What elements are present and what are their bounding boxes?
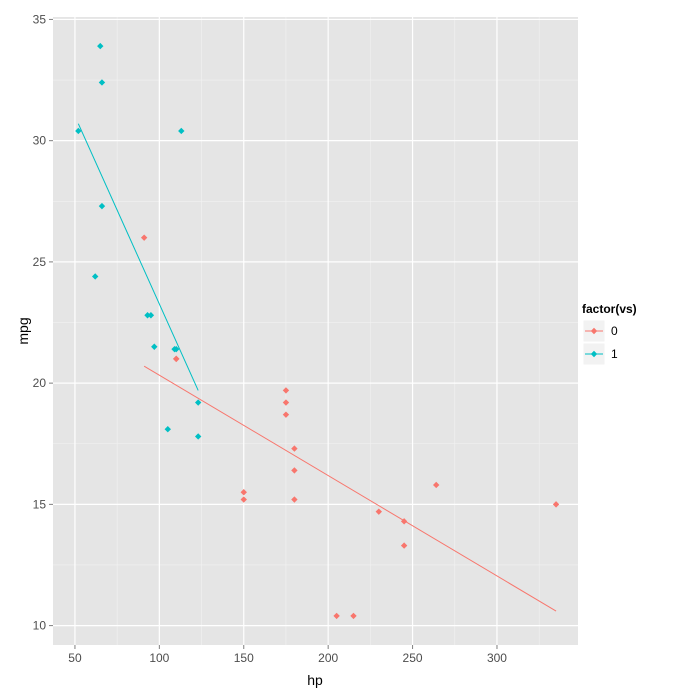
data-point-vs-0: [400, 542, 408, 549]
legend-label-1: 1: [611, 347, 618, 361]
data-point-vs-1: [144, 312, 151, 319]
data-point-vs-1: [194, 399, 202, 406]
legend: factor(vs) 0 1: [582, 302, 637, 366]
data-point-vs-0: [282, 399, 290, 406]
data-point-vs-0: [375, 508, 383, 515]
data-point-vs-0: [140, 234, 148, 241]
data-point-vs-1: [97, 42, 104, 50]
data-point-vs-1: [194, 433, 202, 440]
data-point-vs-0: [173, 355, 180, 363]
y-tick-label: 20: [33, 376, 47, 390]
data-point-vs-0: [432, 481, 440, 489]
legend-title: factor(vs): [582, 302, 637, 316]
data-points: [75, 42, 560, 620]
x-tick-label: 150: [234, 651, 254, 665]
data-point-vs-0: [552, 501, 560, 508]
y-tick-label: 25: [33, 255, 47, 269]
data-point-vs-0: [240, 489, 247, 496]
x-tick-label: 200: [318, 651, 338, 665]
y-tick-label: 30: [33, 134, 47, 148]
legend-key-marker: [590, 327, 598, 335]
data-point-vs-0: [282, 411, 290, 418]
grid-lines: [53, 17, 578, 645]
panel-background: [53, 17, 578, 645]
data-point-vs-0: [291, 496, 298, 503]
data-point-vs-1: [164, 426, 171, 433]
legend-label-0: 0: [611, 324, 618, 338]
data-point-vs-0: [291, 445, 298, 452]
data-point-vs-1: [147, 312, 155, 319]
fit-line-vs-0: [143, 365, 557, 612]
y-tick-label: 10: [33, 619, 47, 633]
x-axis: 50 100 150 200 250 300: [68, 645, 507, 665]
data-point-vs-1: [178, 127, 185, 135]
fit-lines: [77, 123, 557, 612]
data-point-vs-1: [75, 127, 82, 135]
data-point-vs-1: [98, 202, 106, 210]
data-point-vs-1: [171, 345, 178, 353]
x-axis-title: hp: [307, 672, 323, 688]
x-tick-label: 50: [68, 651, 82, 665]
y-tick-label: 35: [33, 12, 47, 26]
y-axis-title: mpg: [15, 317, 31, 344]
legend-key-marker: [590, 350, 598, 358]
y-tick-label: 15: [33, 497, 47, 511]
x-tick-label: 250: [403, 651, 423, 665]
data-point-vs-1: [151, 343, 158, 350]
data-point-vs-1: [92, 273, 99, 280]
x-tick-label: 100: [149, 651, 169, 665]
data-point-vs-0: [400, 518, 408, 525]
data-point-vs-0: [350, 612, 357, 620]
data-point-vs-0: [240, 496, 247, 503]
data-point-vs-1: [98, 79, 106, 86]
x-tick-label: 300: [487, 651, 507, 665]
y-axis: 10 15 20 25 30 35: [33, 12, 53, 633]
data-point-vs-0: [333, 612, 340, 620]
data-point-vs-0: [291, 467, 298, 474]
data-point-vs-0: [282, 387, 290, 394]
fit-line-vs-1: [77, 123, 199, 391]
